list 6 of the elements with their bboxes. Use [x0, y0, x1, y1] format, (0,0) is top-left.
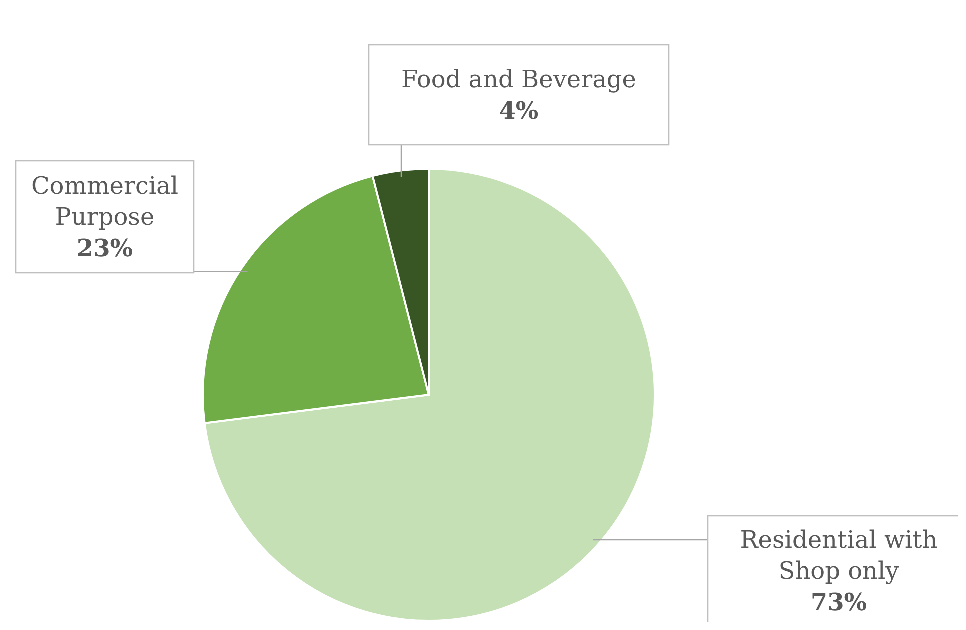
- slice-label: Commercial Purpose: [31, 172, 179, 231]
- slice-label: Food and Beverage: [402, 65, 636, 94]
- data-label: 23%: [76, 234, 134, 263]
- slice-label: Residential with Shop only: [740, 526, 938, 585]
- data-label: 73%: [810, 588, 868, 617]
- data-label: 4%: [499, 96, 539, 126]
